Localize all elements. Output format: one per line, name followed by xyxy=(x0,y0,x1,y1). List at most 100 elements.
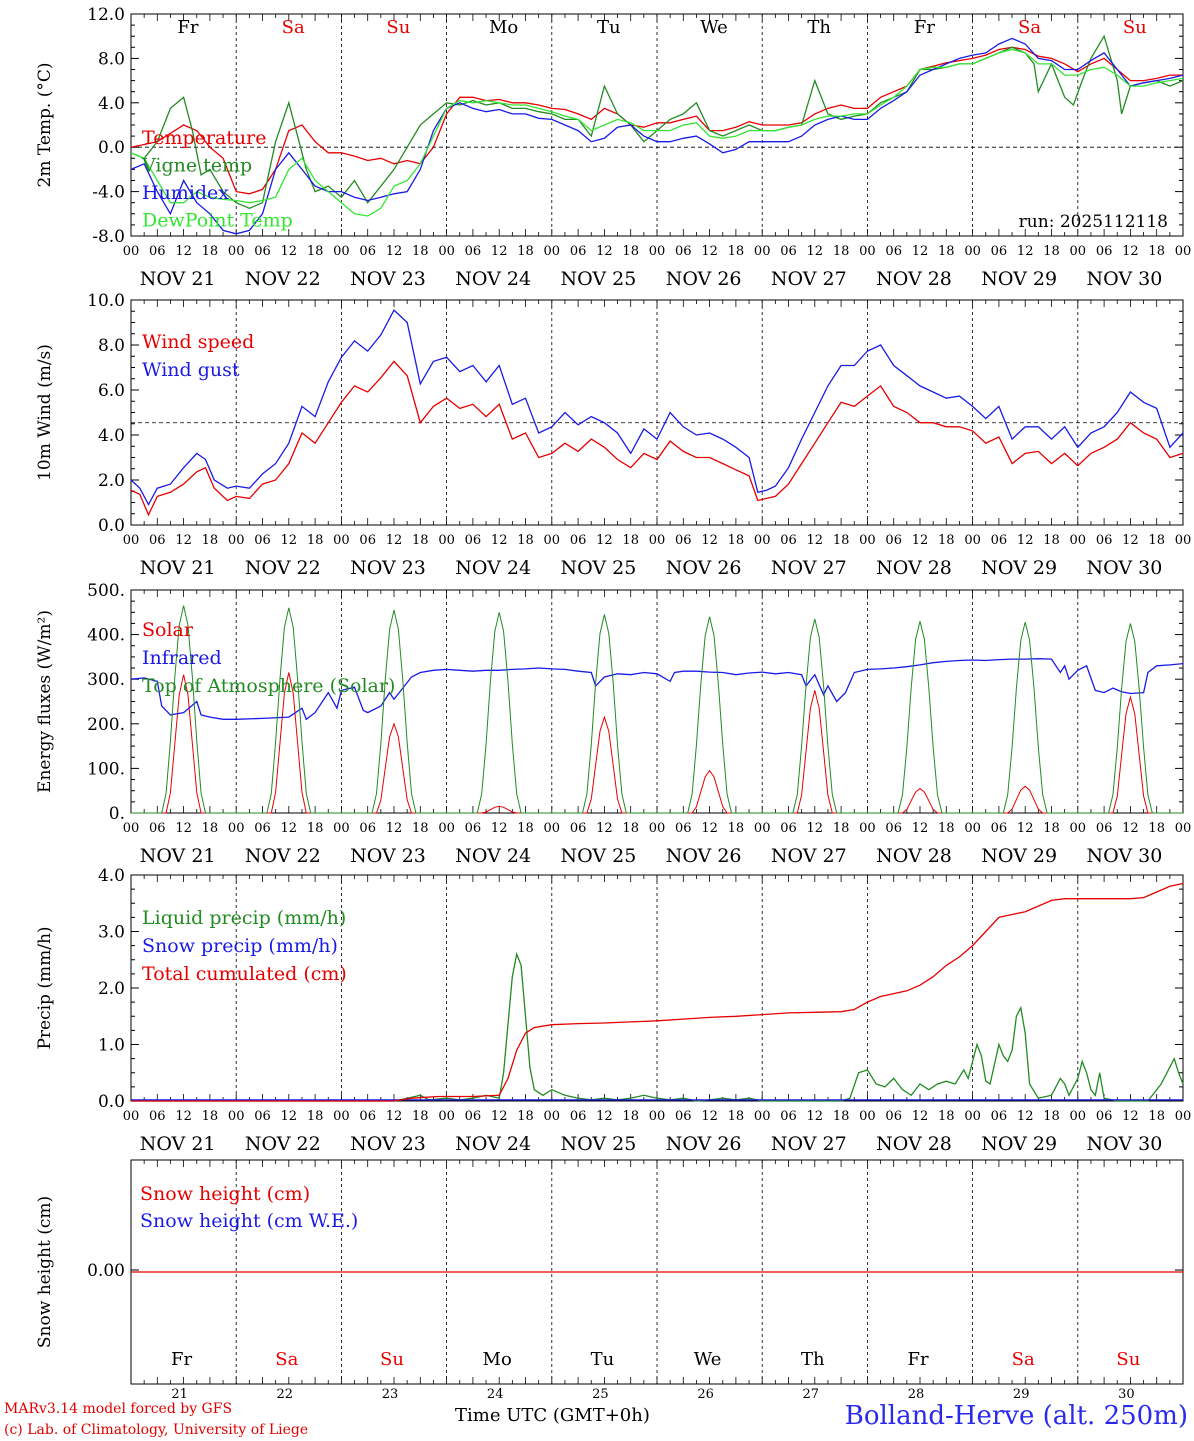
hour-label: 18 xyxy=(1043,1109,1060,1124)
hour-label: 00 xyxy=(333,1109,350,1124)
hour-label: 00 xyxy=(859,1109,876,1124)
hour-label: 18 xyxy=(728,1109,745,1124)
day-label: Sa xyxy=(1012,1349,1035,1370)
run-label: run: 2025112118 xyxy=(1019,212,1168,232)
y-tick-label: 0.0 xyxy=(98,1092,125,1112)
panel-temperature: -8.0 -4.0 0.0 4.0 8.0 12.0 2m Temp. (°C) Temper… xyxy=(35,5,1191,290)
series-line xyxy=(130,34,1184,210)
hour-label: 00 xyxy=(1175,1109,1192,1124)
hour-label: 06 xyxy=(149,244,166,259)
plot-frame xyxy=(130,299,1184,526)
date-label: NOV 26 xyxy=(666,268,742,290)
day-label: Mo xyxy=(489,17,518,38)
y-tick-label: 1.0 xyxy=(98,1036,125,1056)
hour-label: 00 xyxy=(1070,1109,1087,1124)
legend-entry: Total cumulated (cm) xyxy=(142,963,347,985)
hour-label: 12 xyxy=(175,244,192,259)
hour-label: 18 xyxy=(517,1109,534,1124)
hour-label: 12 xyxy=(1017,821,1034,836)
hour-label: 12 xyxy=(596,533,613,548)
panel-fluxes: 0. 100. 200. 300. 400. 500. Energy fluxes (W/m… xyxy=(35,581,1191,867)
day-label: Su xyxy=(386,17,410,38)
y-axis-label: 2m Temp. (°C) xyxy=(35,62,55,187)
series-line xyxy=(130,309,1184,506)
y-tick-label: 12.0 xyxy=(87,5,125,25)
hour-label: 12 xyxy=(1122,244,1139,259)
hour-label: 12 xyxy=(175,533,192,548)
hour-label: 06 xyxy=(1096,1109,1113,1124)
hour-label: 06 xyxy=(465,533,482,548)
date-label: NOV 24 xyxy=(455,845,531,867)
hour-label: 00 xyxy=(333,244,350,259)
date-label: NOV 22 xyxy=(245,268,321,290)
hour-label: 18 xyxy=(307,1109,324,1124)
hour-label: 18 xyxy=(622,244,639,259)
hour-label: 18 xyxy=(728,533,745,548)
day-number: 27 xyxy=(803,1387,820,1400)
legend-entry: Infrared xyxy=(142,647,222,669)
hour-label: 00 xyxy=(964,821,981,836)
legend-entry: DewPoint Temp xyxy=(142,210,293,232)
hour-label: 06 xyxy=(254,821,271,836)
hour-label: 18 xyxy=(412,1109,429,1124)
model-credit: MARv3.14 model forced by GFS (c) Lab. of… xyxy=(4,1399,308,1441)
day-label: Tu xyxy=(597,17,621,38)
hour-label: 12 xyxy=(175,821,192,836)
date-label: NOV 25 xyxy=(560,1133,636,1155)
hour-label: 12 xyxy=(807,244,824,259)
hour-label: 18 xyxy=(622,821,639,836)
series-line xyxy=(130,48,1184,217)
hour-label: 06 xyxy=(149,1109,166,1124)
hour-label: 00 xyxy=(754,821,771,836)
y-tick-label: 100. xyxy=(87,759,125,779)
hour-label: 12 xyxy=(1122,1109,1139,1124)
hour-label: 06 xyxy=(359,821,376,836)
hour-label: 00 xyxy=(544,1109,561,1124)
hour-label: 00 xyxy=(1070,244,1087,259)
hour-label: 18 xyxy=(622,1109,639,1124)
y-tick-label: -4.0 xyxy=(92,183,125,203)
hour-label: 18 xyxy=(307,533,324,548)
hour-label: 18 xyxy=(833,1109,850,1124)
hour-label: 12 xyxy=(1017,1109,1034,1124)
hour-label: 00 xyxy=(859,821,876,836)
date-label: NOV 29 xyxy=(981,557,1057,579)
hour-label: 00 xyxy=(1175,533,1192,548)
y-tick-label: 4.0 xyxy=(98,866,125,886)
hour-label: 00 xyxy=(649,244,666,259)
date-label: NOV 26 xyxy=(666,1133,742,1155)
hour-label: 12 xyxy=(491,244,508,259)
hour-label: 00 xyxy=(964,533,981,548)
date-label: NOV 28 xyxy=(876,268,952,290)
hour-label: 12 xyxy=(1017,533,1034,548)
day-label: Sa xyxy=(275,1349,298,1370)
series-line xyxy=(131,605,1183,814)
hour-label: 00 xyxy=(228,533,245,548)
legend-entry: Snow precip (mm/h) xyxy=(142,935,338,957)
date-label: NOV 27 xyxy=(771,845,847,867)
hour-label: 06 xyxy=(359,533,376,548)
hour-label: 18 xyxy=(622,533,639,548)
x-axis-title: Time UTC (GMT+0h) xyxy=(455,1405,650,1426)
y-tick-label: 0.0 xyxy=(98,138,125,158)
date-label: NOV 21 xyxy=(140,1133,216,1155)
date-label: NOV 21 xyxy=(140,845,216,867)
y-tick-label: 3.0 xyxy=(98,923,125,943)
hour-label: 18 xyxy=(517,821,534,836)
hour-label: 12 xyxy=(596,1109,613,1124)
hour-label: 12 xyxy=(807,533,824,548)
date-label: NOV 27 xyxy=(771,557,847,579)
y-tick-label: 2.0 xyxy=(98,979,125,999)
day-label: Th xyxy=(801,1349,825,1370)
hour-label: 12 xyxy=(386,821,403,836)
hour-label: 12 xyxy=(807,821,824,836)
y-axis-label: Energy fluxes (W/m²) xyxy=(35,610,55,793)
hour-label: 00 xyxy=(123,533,140,548)
date-label: NOV 25 xyxy=(560,268,636,290)
date-label: NOV 22 xyxy=(245,557,321,579)
date-label: NOV 29 xyxy=(981,845,1057,867)
legend-entry: Top of Atmosphere (Solar) xyxy=(142,675,395,697)
hour-label: 00 xyxy=(754,533,771,548)
legend-entry: Humidex xyxy=(142,182,229,204)
hour-label: 00 xyxy=(438,821,455,836)
